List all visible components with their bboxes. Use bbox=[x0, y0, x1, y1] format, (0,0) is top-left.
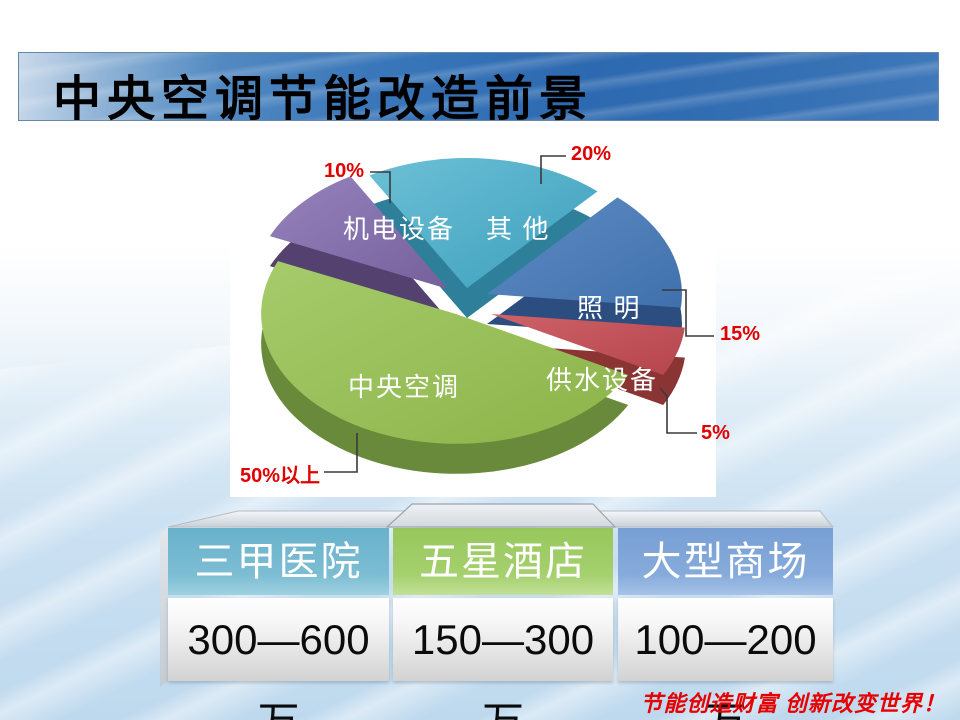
slice-label-central-ac: 中央空调 bbox=[348, 373, 461, 402]
slice-label-other: 其 他 bbox=[486, 215, 551, 244]
table-value-mall: 100—200万 bbox=[618, 598, 833, 720]
callout-mechanical-pct: 10% bbox=[324, 160, 365, 182]
table-3d-top bbox=[160, 503, 835, 687]
page-title: 中央空调节能改造前景 bbox=[53, 73, 594, 126]
callout-lines bbox=[324, 155, 714, 473]
callout-water-pct: 5% bbox=[701, 422, 730, 444]
pie-slice-other bbox=[369, 157, 598, 288]
pie-slice-lighting bbox=[487, 197, 682, 308]
slogan-text: 节能创造财富 创新改变世界！ bbox=[640, 691, 946, 716]
table-header-hotel: 五星酒店 bbox=[393, 528, 613, 595]
callout-central-ac-pct: 50%以上 bbox=[240, 465, 321, 487]
pie-slice-mechanical bbox=[269, 176, 448, 289]
title-banner: 中央空调节能改造前景 bbox=[18, 52, 939, 126]
table-value-hotel: 150—300万 bbox=[393, 598, 613, 720]
pie-slice-central-ac bbox=[261, 261, 629, 444]
table-header-mall: 大型商场 bbox=[618, 528, 833, 595]
slice-label-mechanical: 机电设备 bbox=[343, 215, 456, 244]
table-value-hospital: 300—600万 bbox=[168, 598, 389, 720]
table-header-hospital: 三甲医院 bbox=[168, 528, 389, 595]
slice-label-lighting: 照 明 bbox=[577, 294, 642, 323]
slice-label-water: 供水设备 bbox=[546, 366, 659, 395]
pie-slice-water bbox=[491, 314, 685, 375]
callout-lighting-pct: 15% bbox=[720, 323, 761, 345]
callout-other-pct: 20% bbox=[571, 143, 612, 165]
